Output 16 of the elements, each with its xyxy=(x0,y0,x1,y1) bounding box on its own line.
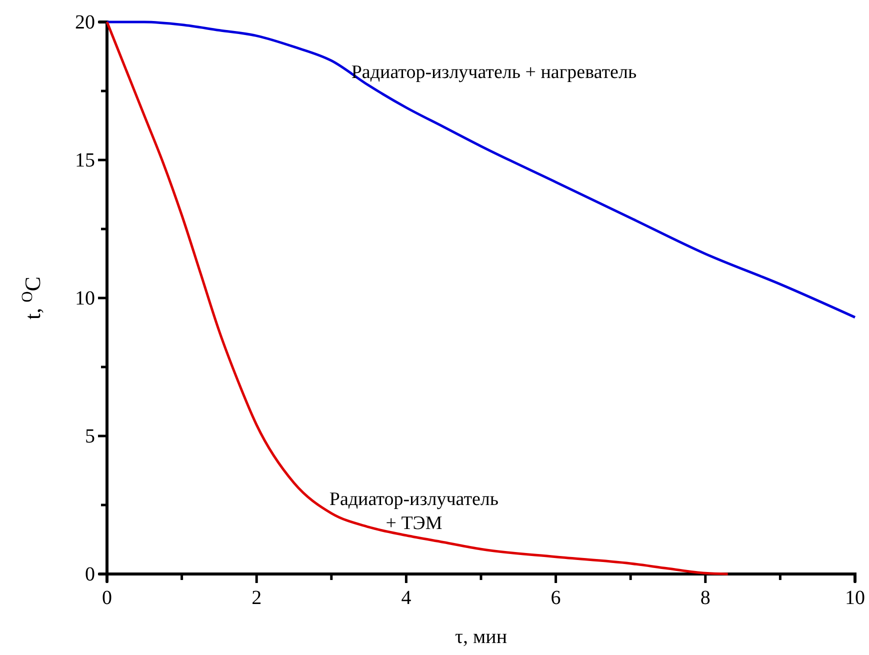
x-tick-label: 2 xyxy=(252,587,262,610)
line-series xyxy=(106,20,730,576)
y-tick-label: 5 xyxy=(85,425,95,448)
x-tick-label: 8 xyxy=(700,587,710,610)
y-tick-label: 20 xyxy=(75,11,95,34)
y-tick-label: 10 xyxy=(75,287,95,310)
x-tick-label: 6 xyxy=(550,587,561,610)
x-tick-label: 10 xyxy=(845,587,865,610)
series-label: Радиатор-излучатель + ТЭМ xyxy=(329,489,499,534)
line-series xyxy=(106,20,856,319)
x-tick-label: 0 xyxy=(102,587,112,610)
series-label: Радиатор-излучатель + нагреватель xyxy=(351,62,637,83)
x-axis-title: τ, мин xyxy=(454,626,508,648)
y-tick-label: 15 xyxy=(75,149,95,172)
x-tick-label: 4 xyxy=(401,587,412,610)
y-tick-label: 0 xyxy=(85,563,95,586)
